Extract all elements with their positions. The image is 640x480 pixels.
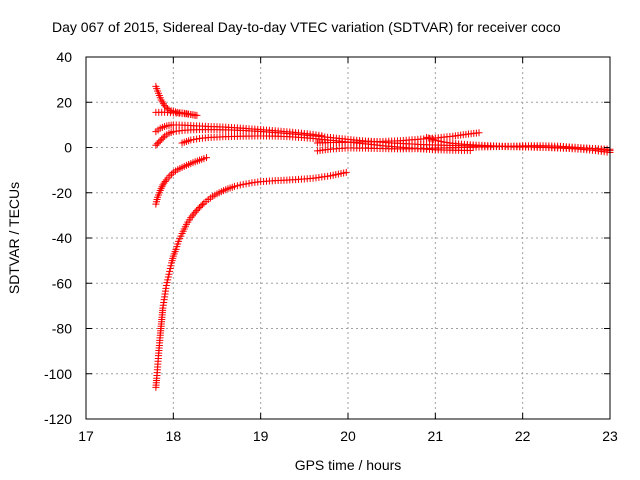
series-arc-h <box>423 133 614 156</box>
data-point <box>194 205 202 213</box>
data-point <box>342 168 350 176</box>
data-point <box>162 103 170 111</box>
data-point <box>188 212 196 220</box>
series-arc-j <box>152 168 350 391</box>
x-tick-label: 21 <box>428 428 444 444</box>
y-tick-label: -100 <box>44 366 72 382</box>
data-point <box>156 137 164 145</box>
data-point <box>197 202 205 210</box>
x-tick-label: 23 <box>602 428 618 444</box>
data-point <box>187 214 195 222</box>
data-point <box>193 135 201 143</box>
series-arc-i <box>152 154 211 208</box>
data-point <box>236 181 244 189</box>
data-point <box>193 207 201 215</box>
y-tick-label: -60 <box>52 275 72 291</box>
x-tick-label: 19 <box>253 428 269 444</box>
data-point <box>190 210 198 218</box>
y-tick-label: -40 <box>52 230 72 246</box>
data-points <box>152 82 614 391</box>
data-point <box>155 138 163 146</box>
data-point <box>239 180 247 188</box>
y-axis: -120 -100 -80 -60 -40 -20 0 20 40 <box>44 49 610 427</box>
data-point <box>203 154 211 162</box>
data-point <box>166 172 174 180</box>
x-tick-label: 22 <box>515 428 531 444</box>
data-point <box>196 203 204 211</box>
y-tick-label: 40 <box>56 49 72 65</box>
y-tick-label: -20 <box>52 185 72 201</box>
data-point <box>159 134 167 142</box>
data-point <box>431 136 439 144</box>
x-axis-label: GPS time / hours <box>295 457 402 473</box>
data-point <box>187 136 195 144</box>
data-point <box>475 129 483 137</box>
data-point <box>152 141 160 149</box>
data-point <box>190 136 198 144</box>
data-point <box>437 137 445 145</box>
x-axis: 17 18 19 20 21 22 23 <box>78 57 618 444</box>
data-point <box>168 170 176 178</box>
data-point <box>161 102 169 110</box>
x-tick-label: 20 <box>340 428 356 444</box>
data-point <box>158 135 166 143</box>
data-point <box>242 180 250 188</box>
y-tick-label: -80 <box>52 321 72 337</box>
data-point <box>230 182 238 190</box>
series-arc-g <box>313 129 483 147</box>
data-point <box>198 201 206 209</box>
data-point <box>153 140 161 148</box>
x-tick-label: 18 <box>166 428 182 444</box>
data-point <box>193 111 201 119</box>
chart-title: Day 067 of 2015, Sidereal Day-to-day VTE… <box>52 19 561 35</box>
data-point <box>161 178 169 186</box>
y-axis-label: SDTVAR / TECUs <box>6 182 22 294</box>
series-arc-b <box>152 108 201 119</box>
y-tick-label: 0 <box>64 140 72 156</box>
data-point <box>233 182 241 190</box>
x-tick-label: 17 <box>78 428 94 444</box>
data-point <box>191 208 199 216</box>
y-tick-label: 20 <box>56 94 72 110</box>
y-tick-label: -120 <box>44 411 72 427</box>
data-point <box>434 137 442 145</box>
data-point <box>245 179 253 187</box>
